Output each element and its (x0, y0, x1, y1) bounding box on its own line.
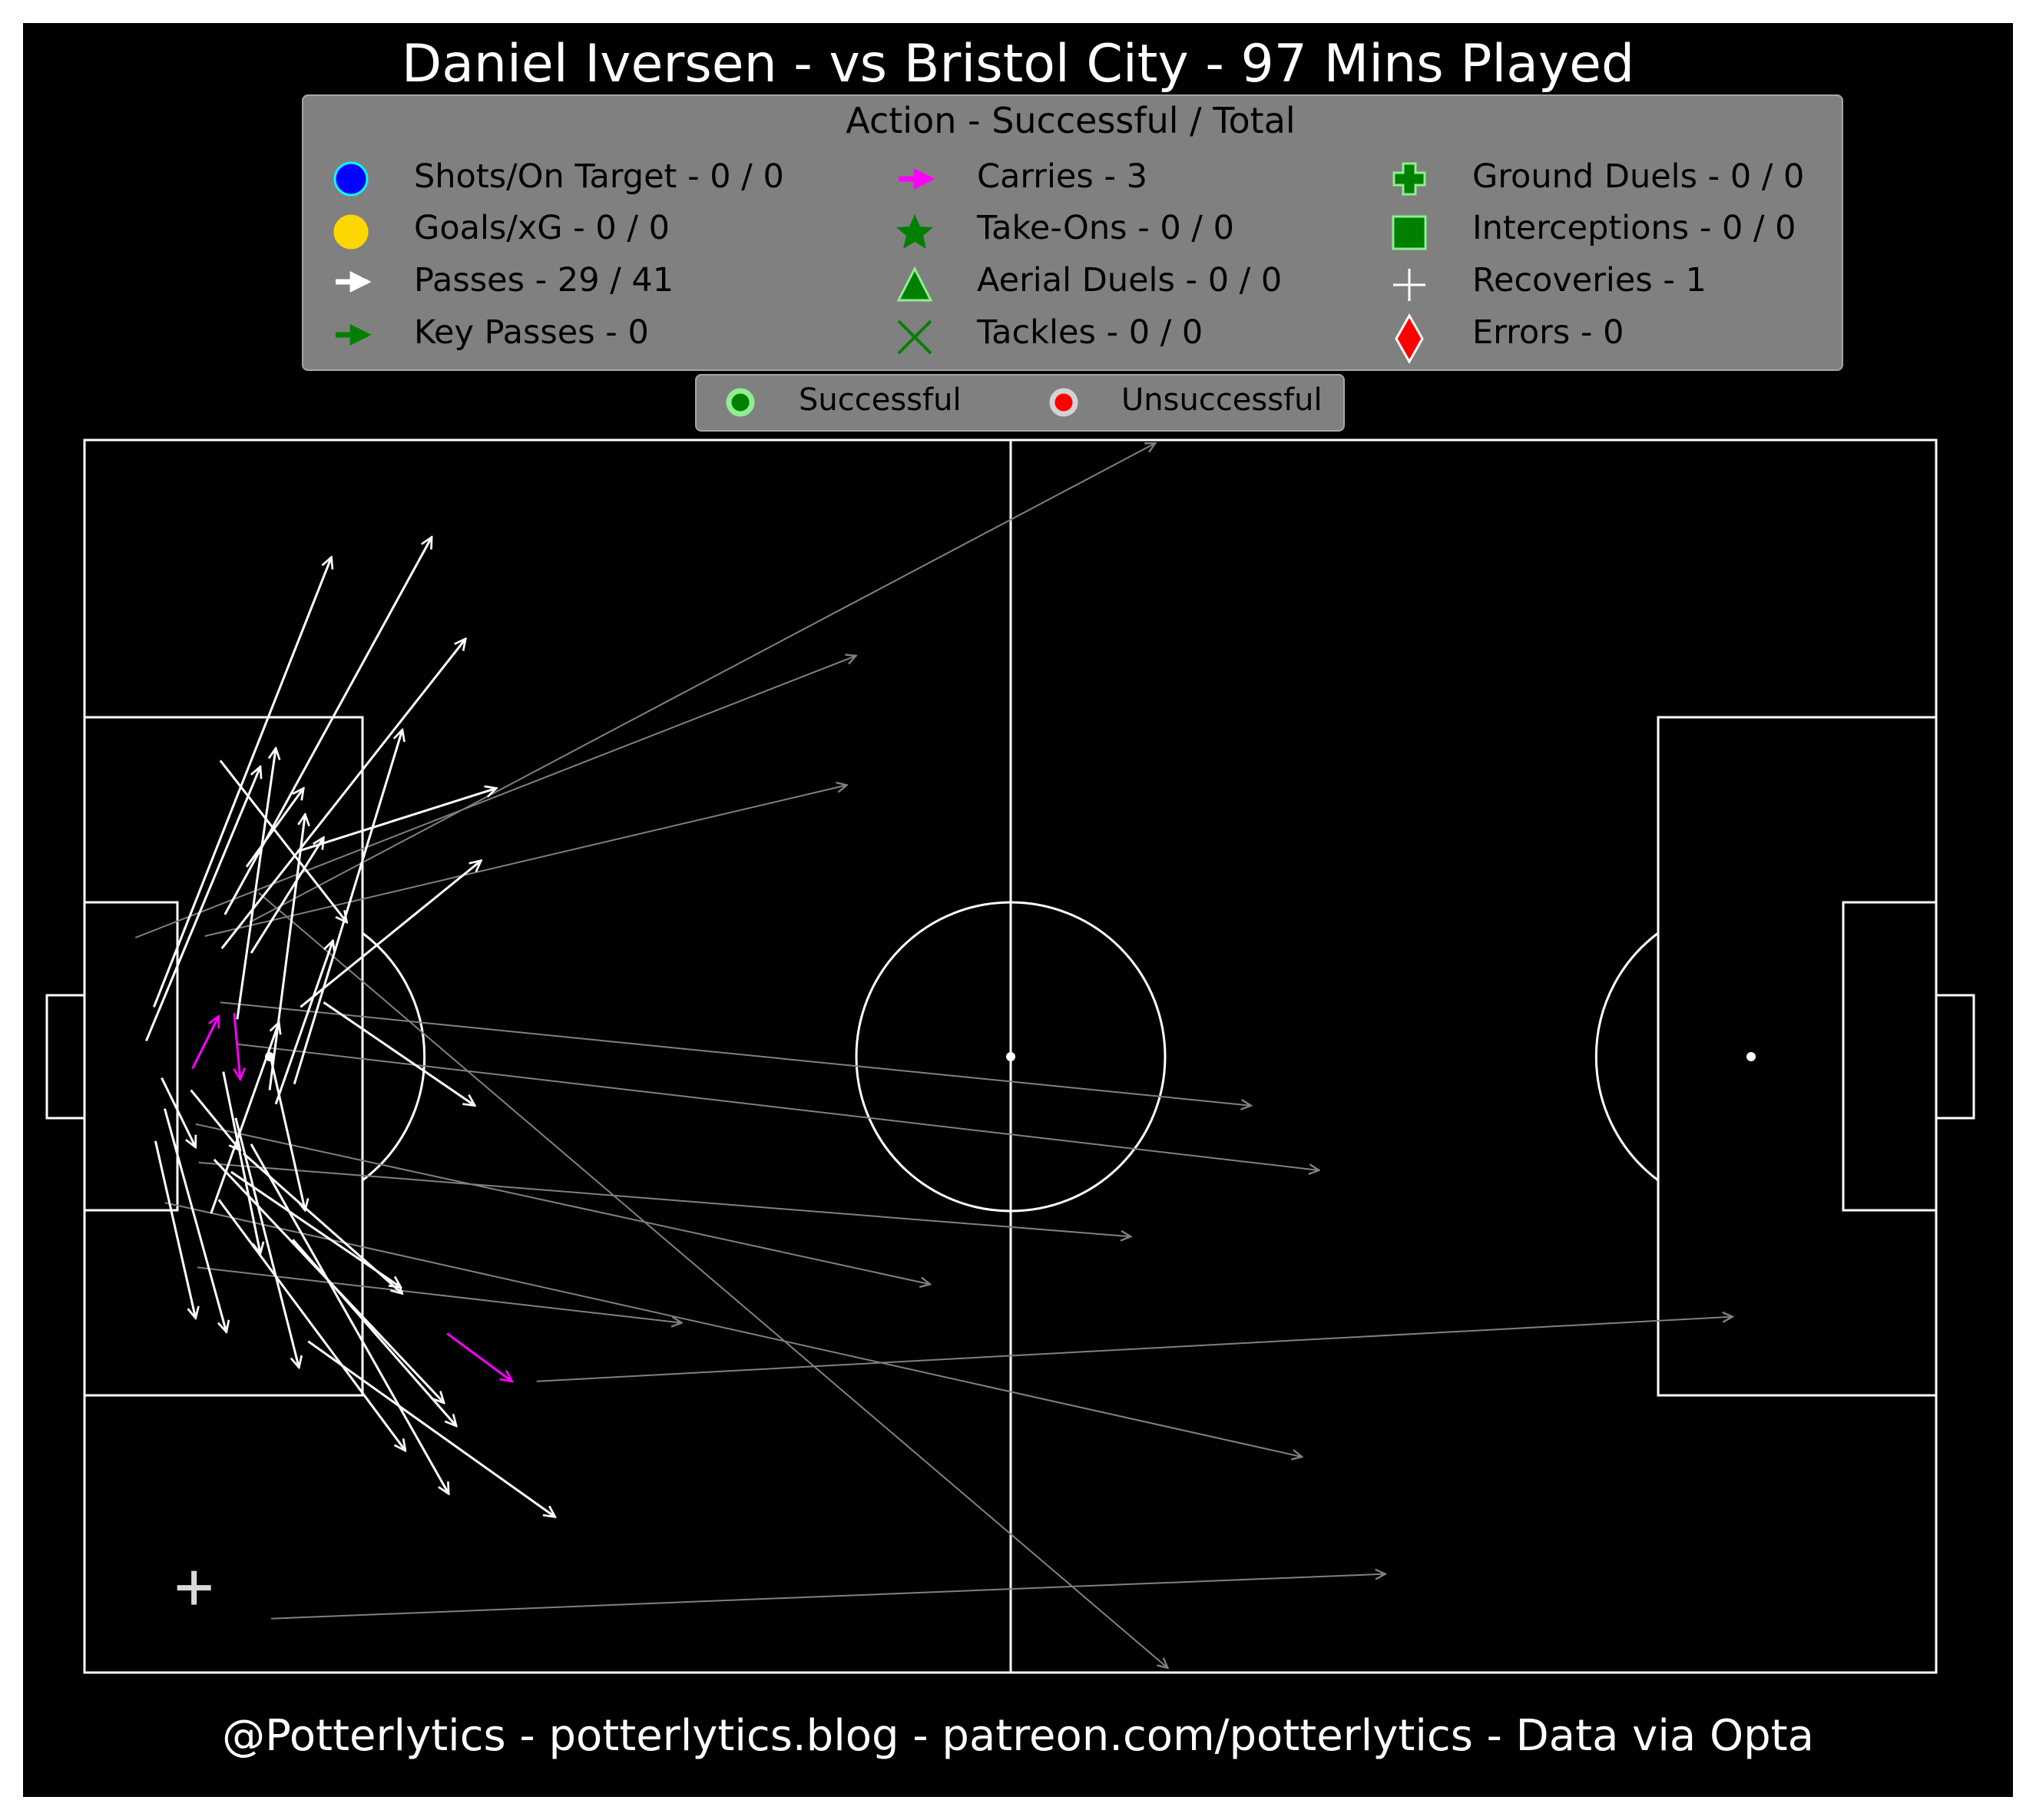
unsuccessful-pass-arrow (249, 443, 1155, 923)
successful-pass-arrow (292, 1239, 456, 1426)
right-penalty-spot (1746, 1052, 1756, 1061)
goals-legend-icon (333, 214, 369, 250)
carry-arrow (191, 1016, 219, 1070)
successful-pass-arrow (210, 1022, 279, 1214)
successful-pass-arrow (245, 788, 303, 868)
successful-pass-arrow (307, 1340, 555, 1517)
interceptions-legend-square-icon (1392, 215, 1427, 250)
legend-label-recoveries: Recoveries - 1 (1472, 261, 1707, 299)
unsuccessful-pass-arrow (271, 1574, 1385, 1620)
legend-label-carries: Carries - 3 (977, 157, 1147, 196)
successful-legend-icon (726, 388, 755, 417)
page-title: Daniel Iversen - vs Bristol City - 97 Mi… (401, 34, 1635, 94)
carry-arrow (234, 1013, 240, 1079)
unsuccessful-pass-arrow (197, 1266, 682, 1322)
legend-label-errors: Errors - 0 (1472, 313, 1624, 352)
legend-label-passes: Passes - 29 / 41 (414, 261, 674, 299)
unsuccessful-pass-arrow (204, 785, 847, 937)
status-label-unsuccessful: Unsuccessful (1121, 382, 1323, 418)
errors-legend-diamond-icon (1395, 313, 1424, 365)
centre-spot (1006, 1052, 1015, 1061)
status-legend (695, 374, 1345, 432)
successful-pass-arrow (190, 1089, 240, 1150)
unsuccessful-legend-icon (1049, 388, 1078, 417)
recovery-marker (177, 1570, 211, 1605)
legend-label-interceptions: Interceptions - 0 / 0 (1472, 209, 1796, 247)
legend-label-key-passes: Key Passes - 0 (414, 313, 649, 352)
successful-pass-arrow (323, 1001, 475, 1105)
successful-pass-arrow (268, 1053, 305, 1211)
successful-pass-arrow (145, 766, 260, 1041)
unsuccessful-pass-arrow (220, 1001, 1251, 1105)
successful-pass-arrow (274, 941, 333, 1105)
successful-pass-arrow (268, 815, 305, 1090)
successful-pass-arrow (236, 748, 276, 1020)
action-legend (302, 94, 1843, 371)
legend-label-take-ons: Take-Ons - 0 / 0 (977, 209, 1234, 247)
carry-arrow (446, 1332, 511, 1382)
successful-pass-arrow (300, 861, 481, 1008)
recoveries-legend-plus-icon (1393, 269, 1425, 301)
footer-credits: @Potterlytics - potterlytics.blog - patr… (222, 1711, 1814, 1761)
legend-label-shots: Shots/On Target - 0 / 0 (414, 157, 784, 196)
ground-duels-legend-plus-icon (1392, 162, 1426, 196)
successful-pass-arrow (161, 1077, 196, 1147)
legend-label-aerial-duels: Aerial Duels - 0 / 0 (977, 261, 1283, 299)
unsuccessful-pass-arrow (198, 1161, 1131, 1236)
successful-pass-arrow (230, 1170, 401, 1287)
take-ons-legend-star-icon (896, 214, 933, 249)
status-label-successful: Successful (799, 382, 962, 418)
unsuccessful-pass-arrow (258, 892, 1167, 1668)
action-legend-title: Action - Successful / Total (846, 100, 1296, 141)
unsuccessful-pass-arrow (134, 656, 856, 938)
successful-pass-arrow (153, 558, 331, 1008)
successful-pass-arrow (219, 759, 347, 922)
legend-label-ground-duels: Ground Duels - 0 / 0 (1472, 157, 1805, 196)
unsuccessful-pass-arrow (195, 1123, 930, 1285)
successful-pass-arrow (250, 1143, 449, 1494)
legend-label-goals: Goals/xG - 0 / 0 (414, 209, 670, 247)
successful-pass-arrow (217, 1199, 406, 1451)
successful-pass-arrow (293, 730, 402, 1085)
successful-pass-arrow (223, 537, 432, 915)
tackles-legend-x-icon (897, 319, 932, 355)
successful-pass-arrow (222, 1071, 260, 1254)
successful-pass-arrow (220, 639, 466, 950)
shots-legend-icon (333, 161, 369, 197)
unsuccessful-pass-arrow (536, 1317, 1733, 1382)
successful-pass-arrow (164, 1108, 227, 1332)
aerial-duels-legend-triangle-icon (896, 266, 933, 302)
successful-pass-arrow (296, 788, 496, 853)
successful-pass-arrow (154, 1140, 195, 1319)
successful-pass-arrow (234, 1117, 299, 1368)
legend-label-tackles: Tackles - 0 / 0 (977, 313, 1203, 352)
successful-pass-arrow (250, 838, 323, 954)
unsuccessful-pass-arrow (164, 1202, 1303, 1457)
